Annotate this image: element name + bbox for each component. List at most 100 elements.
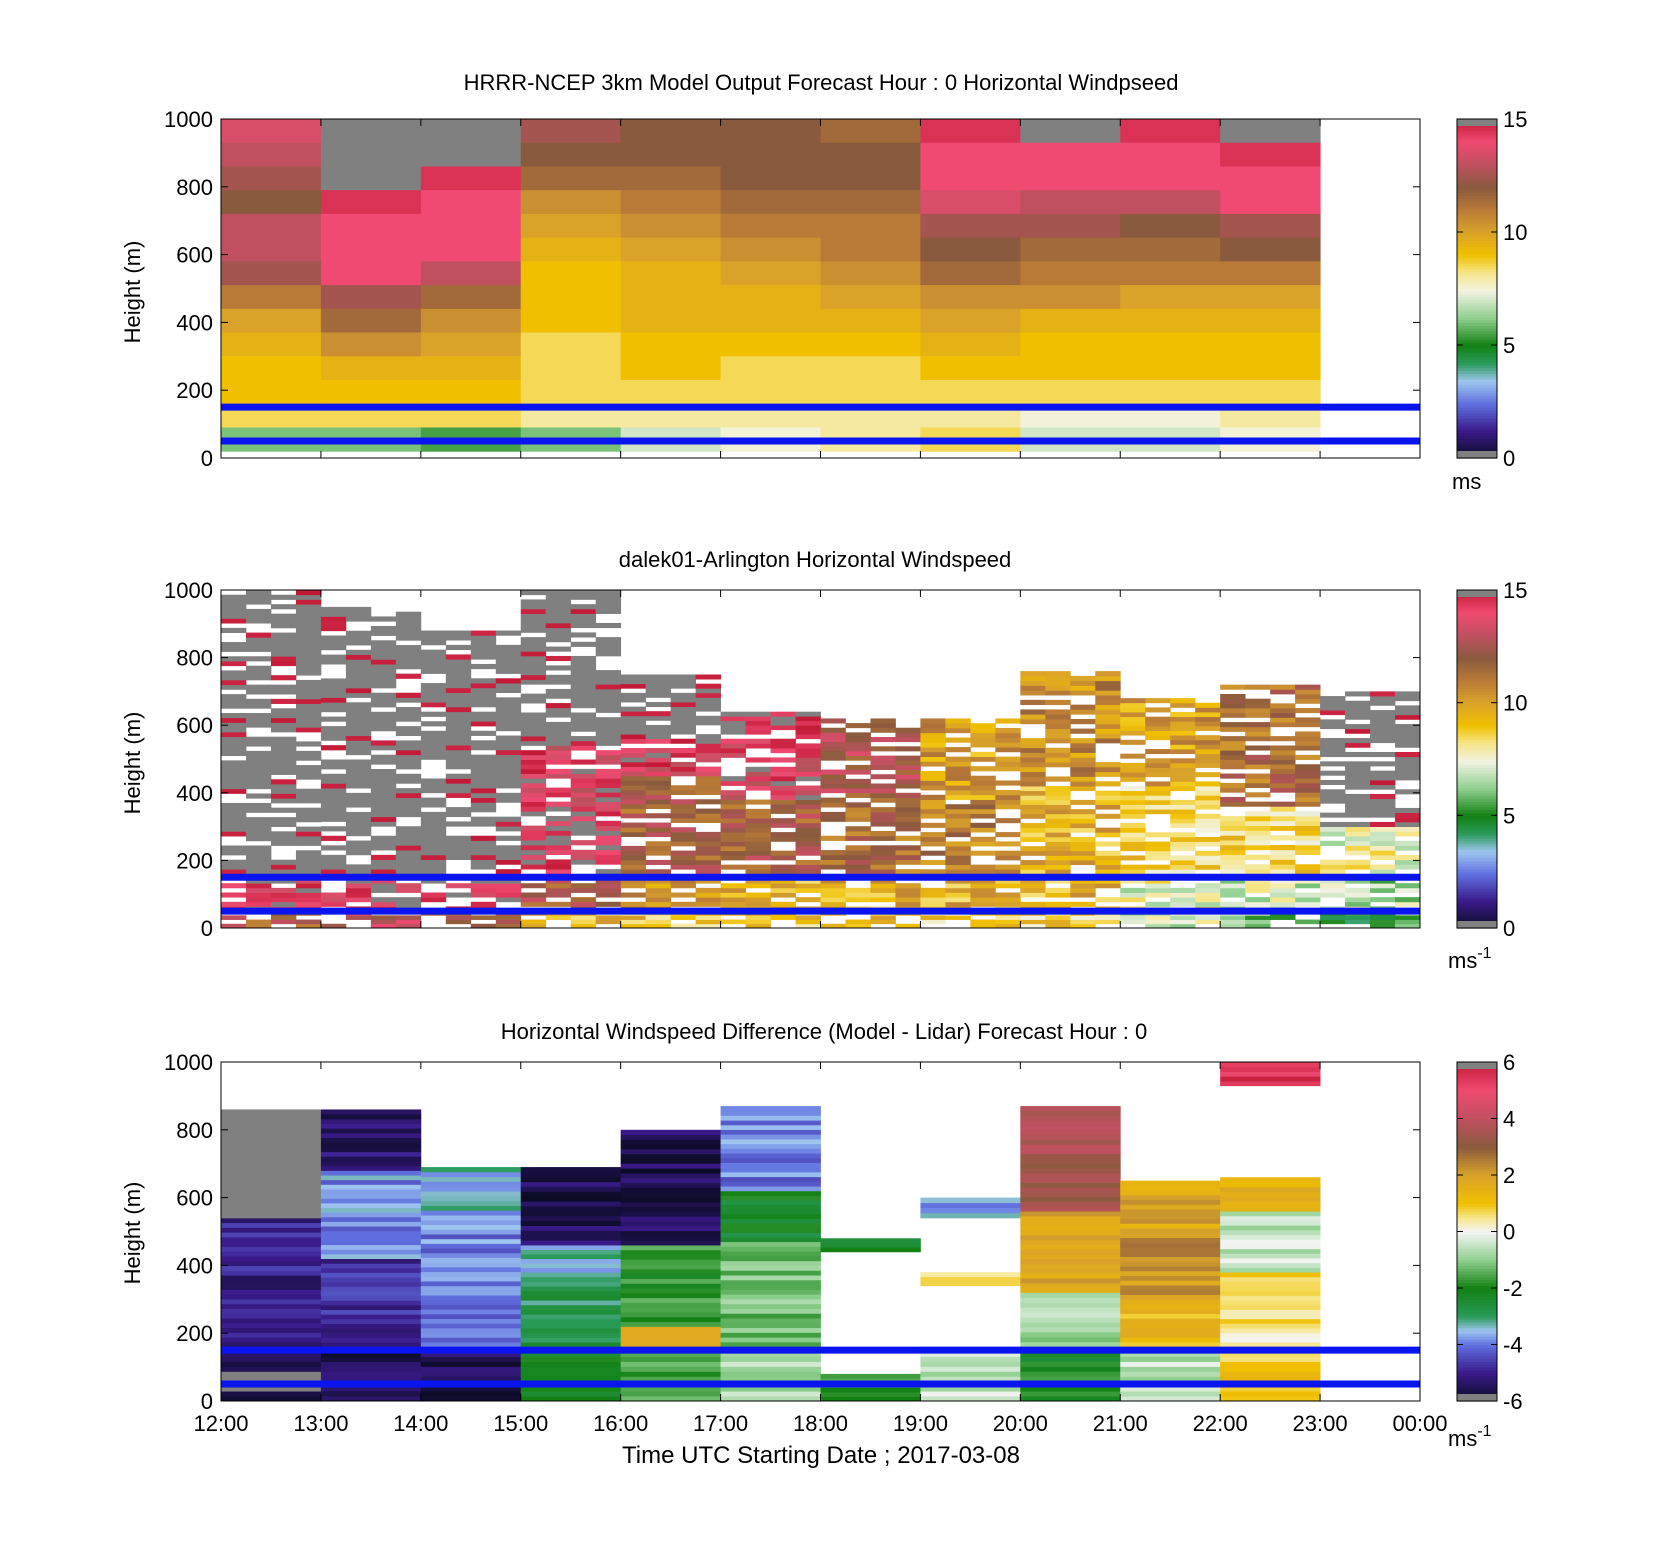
heatmap-cell xyxy=(520,1318,622,1324)
heatmap-cell xyxy=(420,1238,522,1244)
heatmap-cell xyxy=(920,718,946,724)
heatmap-cell xyxy=(221,1308,322,1314)
colorbar-segment xyxy=(1457,441,1497,445)
heatmap-cell xyxy=(570,887,597,893)
heatmap-cell xyxy=(570,768,597,774)
heatmap-cell xyxy=(720,832,746,838)
heatmap-cell xyxy=(1020,1163,1121,1169)
heatmap-cell xyxy=(1270,844,1296,851)
heatmap-cell xyxy=(1395,752,1421,758)
heatmap-cell xyxy=(845,869,871,875)
heatmap-cell xyxy=(1120,823,1146,829)
colorbar-segment xyxy=(1457,395,1497,400)
y-tick-label: 600 xyxy=(176,1186,213,1211)
heatmap-cell xyxy=(520,712,547,718)
heatmap-cell xyxy=(545,693,572,699)
heatmap-cell xyxy=(1270,887,1296,893)
colorbar-segment xyxy=(1457,1115,1497,1120)
x-tick-label: 00:00 xyxy=(1392,1411,1447,1436)
heatmap-cell xyxy=(720,1124,821,1131)
panel-1-reference-lines xyxy=(221,403,1420,445)
heatmap-cell xyxy=(795,883,821,889)
colorbar-segment xyxy=(1457,708,1497,712)
heatmap-cell xyxy=(770,790,796,796)
heatmap-cell xyxy=(1370,775,1396,781)
heatmap-cell xyxy=(420,687,447,693)
heatmap-cell xyxy=(645,679,672,685)
heatmap-cell xyxy=(1195,753,1221,759)
heatmap-cell xyxy=(770,738,796,744)
heatmap-cell xyxy=(1270,801,1296,807)
colorbar-segment xyxy=(1457,801,1497,805)
heatmap-cell xyxy=(545,759,572,765)
colorbar-segment xyxy=(1457,370,1497,374)
heatmap-cell xyxy=(1245,754,1271,760)
heatmap-cell xyxy=(870,792,896,798)
heatmap-cell xyxy=(470,692,497,698)
colorbar-segment xyxy=(1457,333,1497,338)
heatmap-cell xyxy=(595,674,622,680)
heatmap-cell xyxy=(320,892,347,898)
heatmap-cell xyxy=(720,808,746,814)
heatmap-cell xyxy=(221,694,247,700)
heatmap-cell xyxy=(1295,796,1321,803)
heatmap-cell xyxy=(270,892,297,898)
heatmap-cell xyxy=(620,915,647,920)
heatmap-cell xyxy=(520,646,547,652)
heatmap-cell xyxy=(295,755,322,761)
heatmap-cell xyxy=(270,594,297,600)
heatmap-cell xyxy=(1370,738,1396,744)
heatmap-cell xyxy=(1220,308,1321,334)
heatmap-cell xyxy=(620,1376,721,1382)
heatmap-cell xyxy=(795,720,821,726)
panel-1-colorbar-unit: ms xyxy=(1452,469,1481,494)
heatmap-cell xyxy=(845,864,871,870)
colorbar-segment xyxy=(1457,299,1497,304)
heatmap-cell xyxy=(245,765,272,771)
heatmap-cell xyxy=(1070,690,1096,696)
heatmap-cell xyxy=(1345,793,1371,800)
heatmap-cell xyxy=(1145,883,1171,889)
heatmap-cell xyxy=(620,1187,721,1193)
heatmap-cell xyxy=(1120,1270,1221,1276)
heatmap-cell xyxy=(221,923,247,929)
heatmap-cell xyxy=(570,726,597,732)
colorbar-segment xyxy=(1457,1132,1497,1137)
heatmap-cell xyxy=(1020,823,1046,829)
heatmap-cell xyxy=(770,720,796,726)
heatmap-cell xyxy=(470,678,497,684)
heatmap-cell xyxy=(720,1275,821,1281)
heatmap-cell xyxy=(545,892,572,898)
heatmap-cell xyxy=(595,731,622,737)
heatmap-cell xyxy=(1270,883,1296,889)
heatmap-cell xyxy=(1320,742,1346,748)
heatmap-cell xyxy=(520,801,547,807)
heatmap-cell xyxy=(520,844,547,851)
heatmap-cell xyxy=(645,785,672,791)
heatmap-cell xyxy=(1220,684,1246,690)
heatmap-cell xyxy=(270,632,297,638)
colorbar-segment xyxy=(1457,747,1497,752)
heatmap-cell xyxy=(545,883,572,889)
heatmap-cell xyxy=(345,821,372,827)
heatmap-cell xyxy=(1270,864,1296,870)
heatmap-cell xyxy=(1220,740,1246,746)
colorbar-segment xyxy=(1457,404,1497,408)
heatmap-cell xyxy=(370,845,397,851)
heatmap-cell xyxy=(845,802,871,808)
heatmap-cell xyxy=(845,892,871,898)
heatmap-cell xyxy=(1220,1248,1321,1254)
heatmap-cell xyxy=(670,831,697,837)
heatmap-cell xyxy=(1370,878,1396,884)
panel-1-ylabel: Height (m) xyxy=(120,241,145,344)
colorbar-segment xyxy=(1457,1358,1497,1363)
heatmap-cell xyxy=(570,759,597,765)
heatmap-cell xyxy=(320,1230,422,1236)
heatmap-cell xyxy=(820,332,921,357)
heatmap-cell xyxy=(720,1391,821,1397)
heatmap-cell xyxy=(670,817,697,823)
heatmap-cell xyxy=(345,735,372,741)
heatmap-cell xyxy=(595,736,622,742)
heatmap-cell xyxy=(1370,864,1396,870)
heatmap-cell xyxy=(570,604,597,610)
